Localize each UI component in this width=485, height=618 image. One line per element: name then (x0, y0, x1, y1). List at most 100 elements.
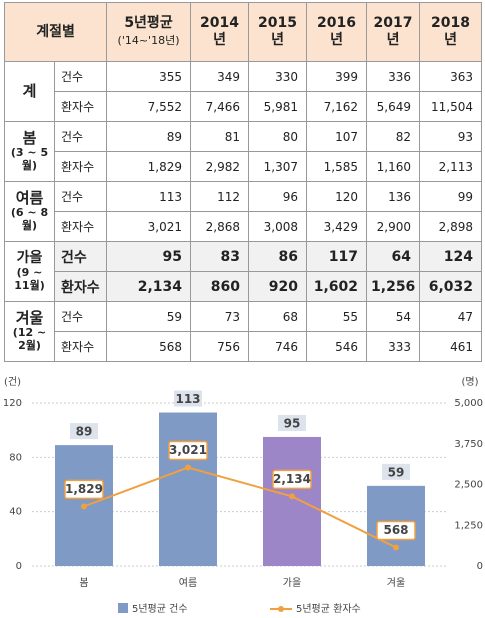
cell: 86 (248, 241, 308, 272)
season-range: (9 ~ 11월) (14, 266, 45, 292)
season-cell: 겨울 (12 ~ 2월) (4, 301, 55, 362)
season-cell: 봄 (3 ~ 5월) (4, 121, 55, 182)
header-cell: 5년평균 ('14~'18년) (106, 2, 192, 62)
value-label: 95 (284, 416, 301, 430)
cell: 107 (306, 121, 368, 152)
cell: 3,429 (306, 211, 368, 242)
cell: 461 (419, 331, 483, 362)
header-cell: 2017 년 (366, 2, 421, 62)
cell: 120 (306, 181, 368, 212)
cell: 5,981 (248, 91, 308, 122)
season-cell: 가을 (9 ~ 11월) (4, 241, 55, 302)
legend-swatch (278, 606, 284, 612)
row-label: 환자수 (53, 151, 108, 182)
table-row: 겨울 (12 ~ 2월) 건수 59 73 68 55 54 47 (4, 301, 483, 362)
table-row: 여름 (6 ~ 8월) 건수 113 112 96 120 136 99 (4, 181, 483, 242)
y-unit: (건) (4, 376, 21, 388)
season-range: (12 ~ 2월) (12, 326, 47, 352)
cell: 112 (190, 181, 250, 212)
value-label-box (278, 414, 306, 431)
table-row: 봄 (3 ~ 5월) 건수 89 81 80 107 82 93 (4, 121, 483, 182)
header-cell: 2015 년 (248, 2, 308, 62)
cell: 756 (190, 331, 250, 362)
cell: 136 (366, 181, 421, 212)
season-name: 계 (22, 82, 37, 100)
season-cell: 계 (4, 61, 55, 122)
cell: 89 (106, 121, 192, 152)
cell: 2,898 (419, 211, 483, 242)
row-label: 환자수 (53, 91, 108, 122)
cell: 11,504 (419, 91, 483, 122)
header-text: 5년평균 (124, 15, 173, 31)
cell: 82 (366, 121, 421, 152)
cell: 2,134 (106, 271, 192, 302)
line-marker (289, 493, 295, 500)
cell: 746 (248, 331, 308, 362)
legend-label: 5년평균 환자수 (296, 603, 361, 615)
row-label: 건수 (53, 181, 108, 212)
value-label: 1,829 (65, 482, 103, 496)
value-label-box (272, 469, 312, 490)
value-label: 3,021 (169, 443, 207, 457)
y2-tick-label: 3,750 (454, 439, 483, 450)
table-row: 가을 (9 ~ 11월) 건수 95 83 86 117 64 124 (4, 241, 483, 302)
table-body: 계 건수 355 349 330 399 336 363 환자수 7,552 7,466 5,981 7… (4, 61, 483, 362)
value-label: 113 (175, 392, 200, 406)
row-label: 건수 (53, 241, 108, 272)
cell: 7,552 (106, 91, 192, 122)
cell: 399 (306, 61, 368, 92)
cell: 1,585 (306, 151, 368, 182)
cell: 47 (419, 301, 483, 332)
cell: 2,868 (190, 211, 250, 242)
header-subtext: ('14~'18년) (117, 34, 180, 47)
cell: 55 (306, 301, 368, 332)
y-tick-label: 120 (3, 398, 22, 409)
cell: 6,032 (419, 271, 483, 302)
value-label-box (64, 479, 104, 500)
cell: 920 (248, 271, 308, 302)
cell: 568 (106, 331, 192, 362)
cell: 333 (366, 331, 421, 362)
value-label-box (70, 423, 98, 440)
table-row: 환자수 568 756 746 546 333 461 (5, 331, 483, 362)
header-row: 계절별 5년평균 ('14~'18년) 2014 년 2015 년 2016 년 … (3, 2, 483, 62)
value-label-box (168, 440, 208, 461)
cell: 3,008 (248, 211, 308, 242)
cell: 1,160 (366, 151, 421, 182)
header-cell: 2016 년 (306, 2, 368, 62)
season-range: (3 ~ 5월) (10, 146, 49, 172)
x-tick-label: 겨울 (387, 577, 405, 589)
cell: 2,900 (366, 211, 421, 242)
x-tick-label: 봄 (79, 577, 88, 589)
cell: 546 (306, 331, 368, 362)
line-marker (393, 544, 399, 551)
season-name: 봄 (22, 129, 37, 147)
cell: 80 (248, 121, 308, 152)
y2-tick-label: 2,500 (454, 480, 483, 491)
cell: 7,466 (190, 91, 250, 122)
cell: 96 (248, 181, 308, 212)
x-tick-label: 여름 (179, 577, 197, 589)
table-row: 환자수 3,021 2,868 3,008 3,429 2,900 2,898 (5, 211, 483, 242)
cell: 349 (190, 61, 250, 92)
data-table: 계절별 5년평균 ('14~'18년) 2014 년 2015 년 2016 년 … (3, 2, 483, 362)
cell: 7,162 (306, 91, 368, 122)
cell: 99 (419, 181, 483, 212)
cell: 54 (366, 301, 421, 332)
season-name: 겨울 (15, 309, 44, 327)
value-label-box (382, 463, 410, 480)
cell: 1,602 (306, 271, 368, 302)
season-name: 여름 (15, 189, 44, 207)
cell: 113 (106, 181, 192, 212)
table-row: 환자수 7,552 7,466 5,981 7,162 5,649 11,504 (5, 91, 483, 122)
cell: 2,982 (190, 151, 250, 182)
cell: 83 (190, 241, 250, 272)
cell: 95 (106, 241, 192, 272)
line-marker (185, 464, 191, 471)
season-range: (6 ~ 8월) (10, 206, 49, 232)
cell: 860 (190, 271, 250, 302)
cell: 2,113 (419, 151, 483, 182)
cell: 5,649 (366, 91, 421, 122)
cell: 1,829 (106, 151, 192, 182)
cell: 355 (106, 61, 192, 92)
